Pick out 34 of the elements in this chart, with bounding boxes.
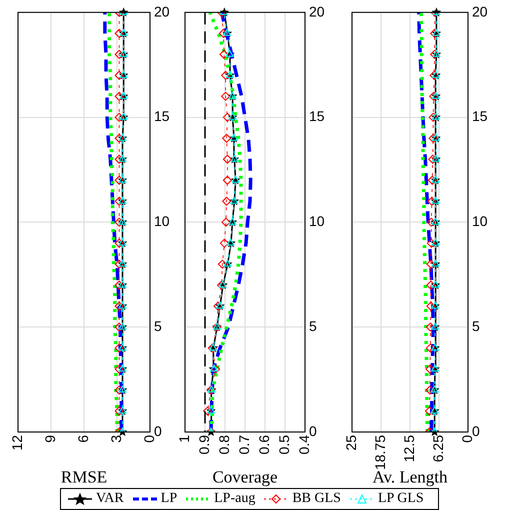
y-tick-label: 10 bbox=[309, 213, 325, 230]
y-tick-label: 5 bbox=[472, 318, 480, 334]
y-tick-label: 15 bbox=[154, 108, 170, 124]
x-axis-title: Coverage bbox=[212, 467, 278, 486]
x-tick-label: 6.25 bbox=[430, 434, 446, 462]
x-tick-label: 12 bbox=[8, 434, 25, 451]
legend-label: LP-aug bbox=[214, 491, 256, 507]
x-tick-label: 3 bbox=[108, 434, 124, 443]
y-tick-label: 20 bbox=[154, 3, 170, 20]
y-tick-label: 10 bbox=[154, 213, 170, 230]
y-tick-label: 5 bbox=[309, 318, 317, 334]
legend-label: LP GLS bbox=[378, 491, 424, 507]
x-tick-label: 12.5 bbox=[400, 434, 417, 462]
legend-label: BB GLS bbox=[292, 491, 341, 507]
x-axis-title: RMSE bbox=[60, 467, 108, 486]
x-tick-label: 0.8 bbox=[216, 434, 232, 454]
y-tick-label: 5 bbox=[154, 318, 162, 334]
y-tick-label: 20 bbox=[472, 3, 488, 20]
x-tick-label: 0.5 bbox=[276, 434, 292, 454]
x-tick-label: 0.4 bbox=[296, 434, 312, 454]
y-tick-label: 10 bbox=[472, 213, 488, 230]
legend-label: VAR bbox=[96, 491, 124, 507]
x-tick-label: 0.9 bbox=[196, 434, 212, 454]
x-tick-label: 6 bbox=[74, 434, 91, 443]
x-tick-label: 0.7 bbox=[236, 434, 252, 454]
x-tick-label: 25 bbox=[342, 434, 359, 451]
x-tick-label: 0.6 bbox=[256, 434, 272, 454]
y-tick-label: 15 bbox=[309, 108, 325, 124]
legend-label: LP bbox=[160, 491, 178, 507]
y-tick-label: 15 bbox=[472, 108, 488, 124]
x-tick-label: 18.75 bbox=[372, 434, 388, 470]
x-tick-label: 9 bbox=[42, 434, 58, 443]
x-tick-label: 1 bbox=[176, 434, 192, 443]
y-tick-label: 20 bbox=[309, 3, 325, 20]
